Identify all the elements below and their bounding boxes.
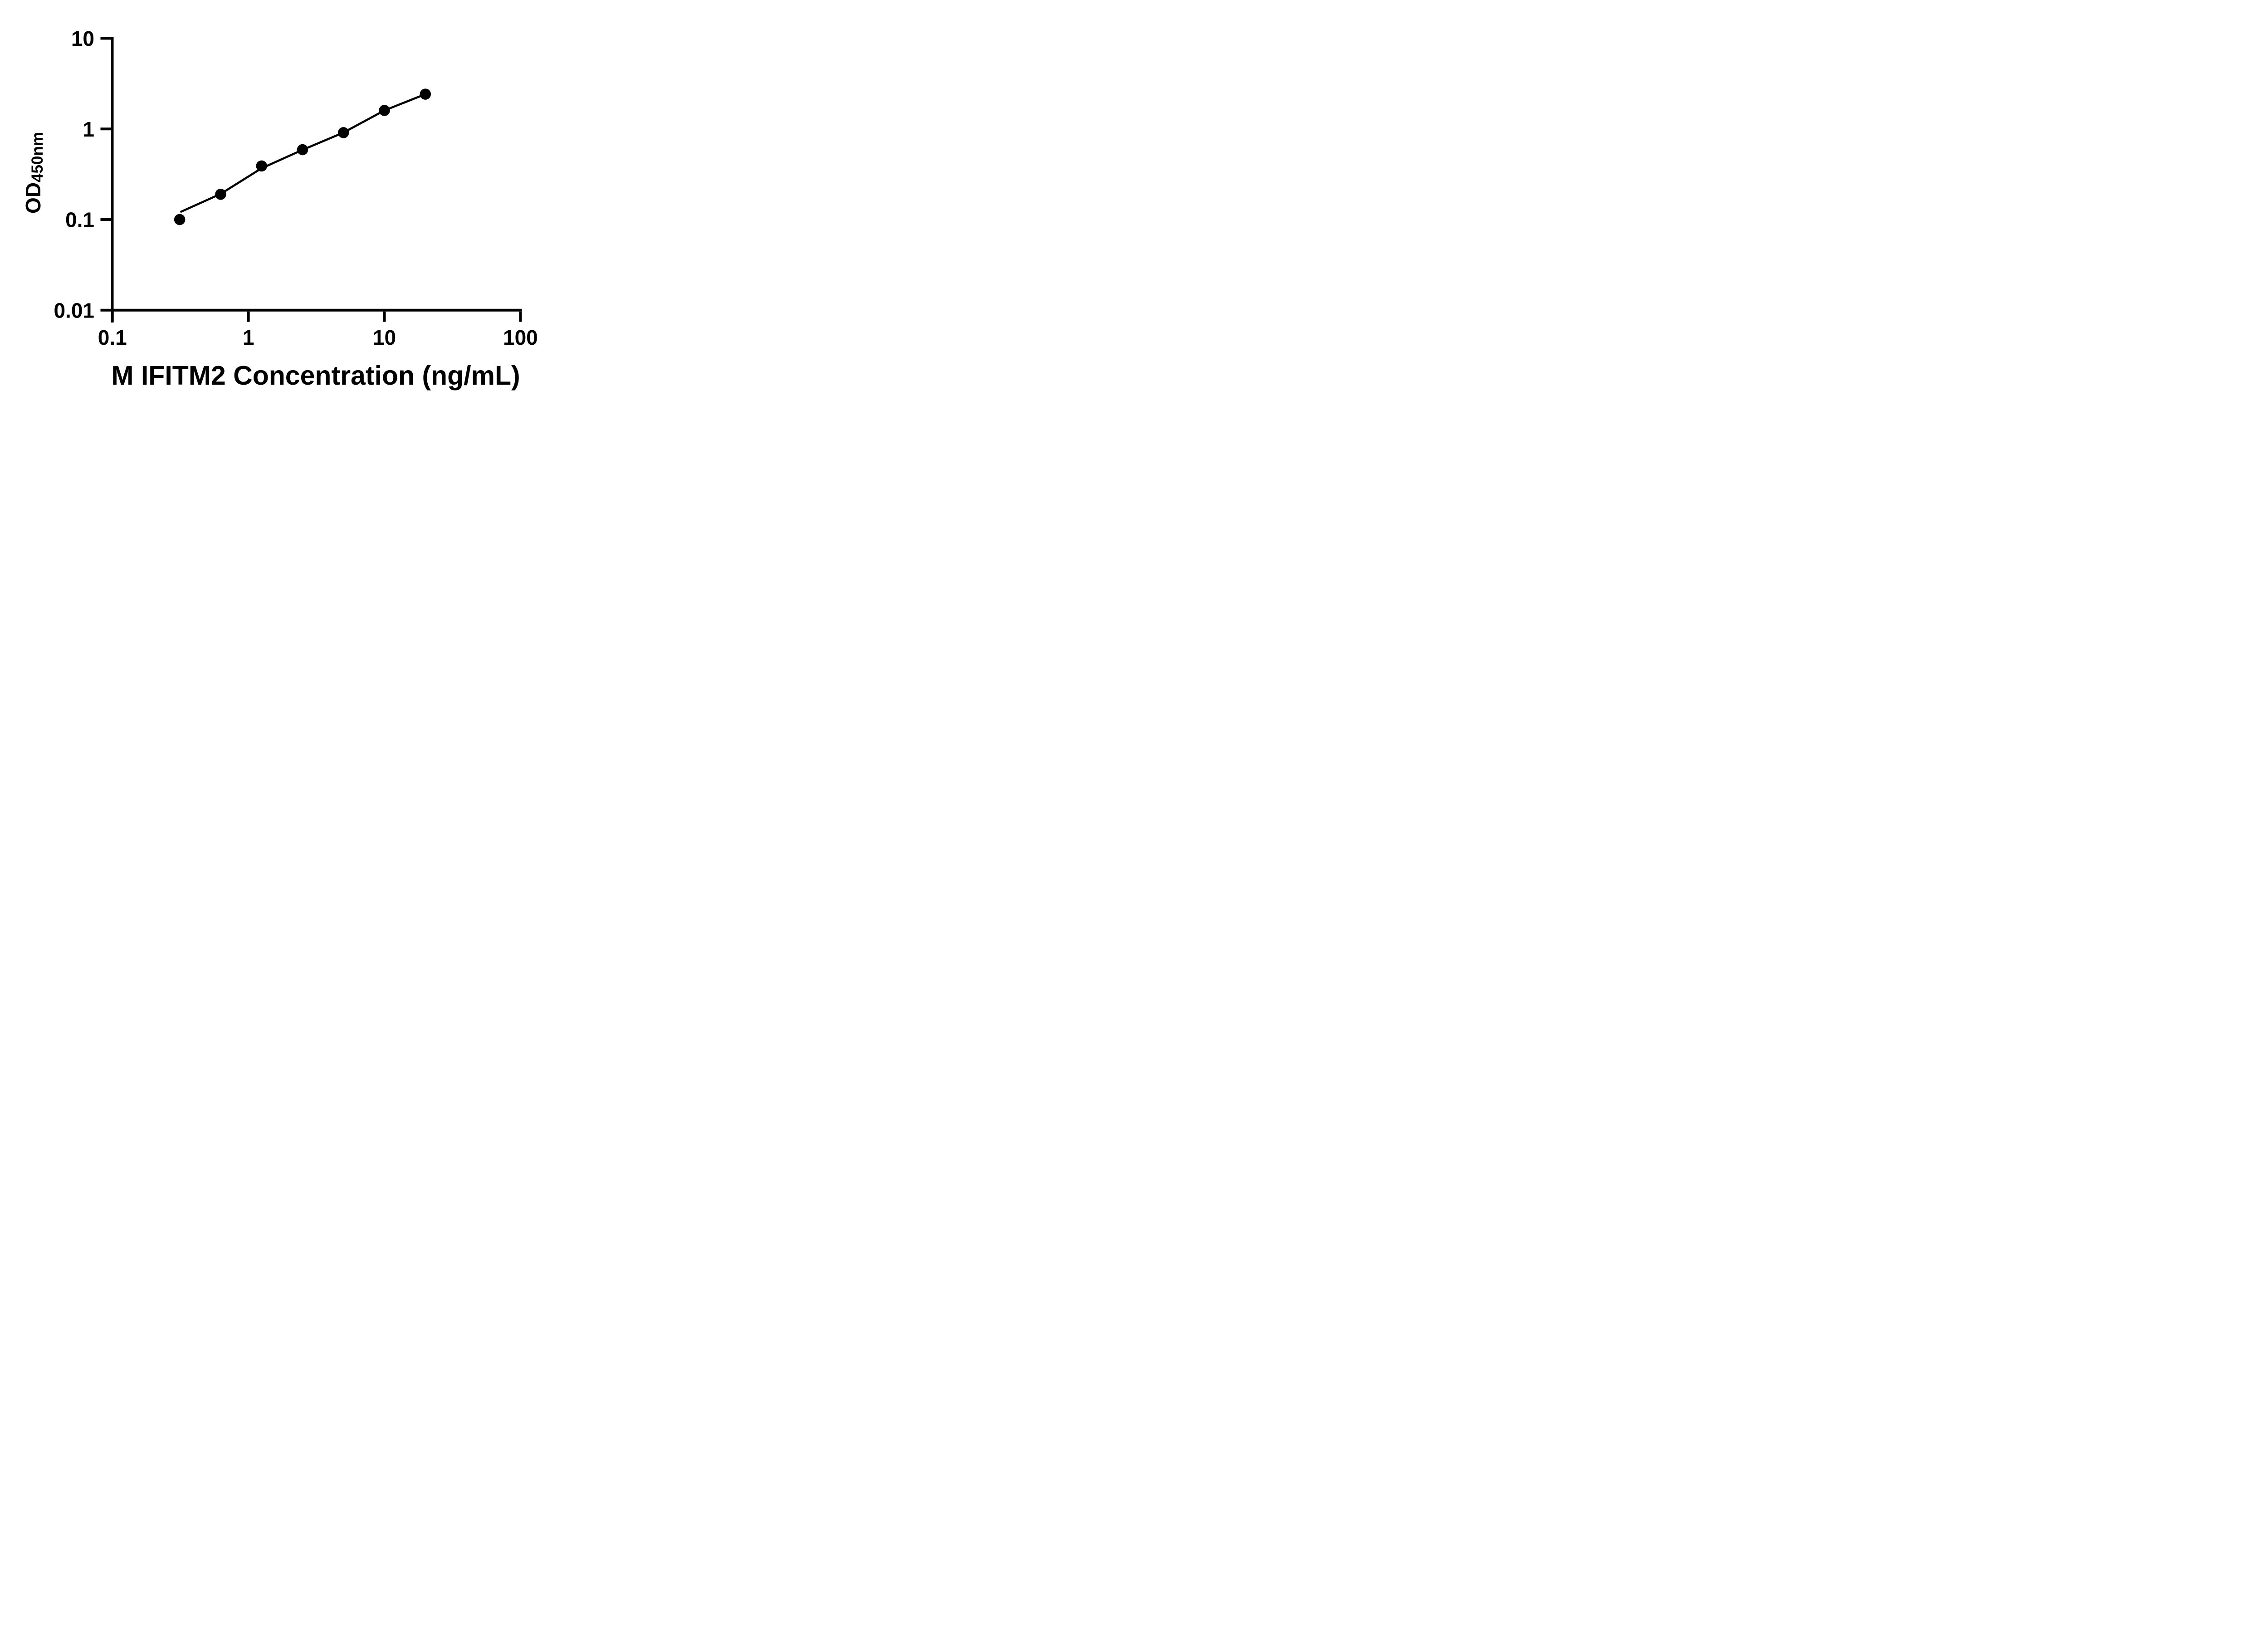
x-tick-label: 0.1 [98,326,127,349]
y-tick-label: 10 [71,27,94,50]
x-tick-label: 1 [243,326,254,349]
y-axis-ticks: 10 1 0.1 0.01 [54,27,111,322]
x-axis-title: M IFITM2 Concentration (ng/mL) [111,361,520,391]
x-axis-ticks: 0.1 1 10 100 [98,311,538,349]
data-point-marker [337,127,349,138]
y-axis-title: OD450nm [21,132,46,214]
elisa-standard-curve-figure: 10 1 0.1 0.01 0.1 1 10 100 M IFITM2 Concentrat… [0,0,583,408]
data-point-marker [297,144,308,156]
x-tick-label: 100 [503,326,538,349]
data-point-marker [420,88,431,100]
y-tick-label: 0.1 [65,208,94,232]
data-point-marker [215,189,226,200]
y-axis-title-subscript: 450nm [29,132,46,182]
data-point-marker [256,160,267,172]
data-point-marker [379,105,390,116]
y-axis-title-main: OD [21,182,45,214]
data-points [174,88,431,225]
data-point-marker [174,214,186,225]
y-tick-label: 1 [83,117,94,141]
x-tick-label: 10 [373,326,396,349]
y-tick-label: 0.01 [54,298,94,322]
